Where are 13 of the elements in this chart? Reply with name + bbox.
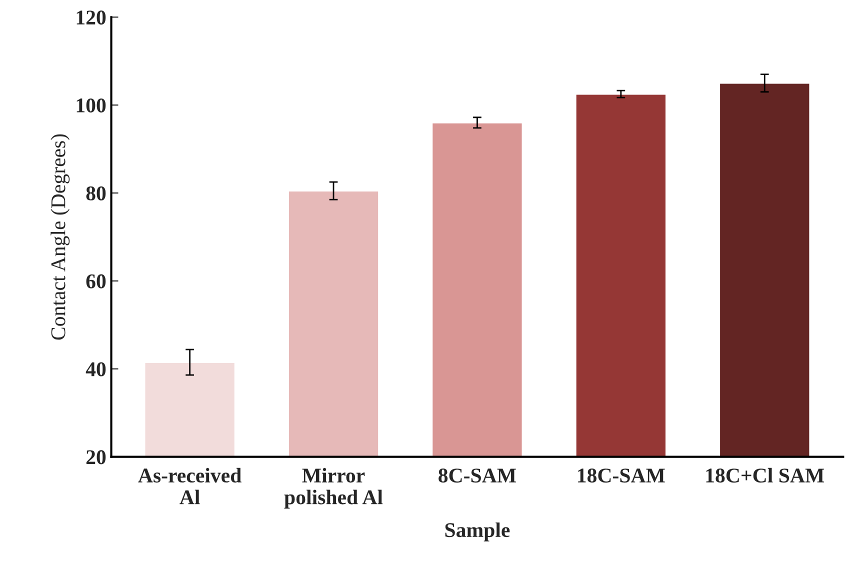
y-tick-label: 60 (86, 274, 106, 288)
y-axis-title: Contact Angle (Degrees) (50, 134, 70, 340)
x-tick-label: 8C-SAM (438, 468, 516, 483)
y-tick-label: 120 (76, 10, 106, 25)
x-tick-label: 18C+Cl SAM (706, 468, 824, 483)
x-tick-label: 18C-SAM (578, 468, 665, 483)
y-tick-label: 40 (86, 362, 106, 376)
x-axis-title: Sample (445, 522, 510, 542)
y-tick-label: 80 (86, 186, 106, 200)
y-tick-label: 20 (86, 450, 106, 464)
x-tick-label: Mirror polished Al (284, 468, 383, 509)
y-tick-label: 100 (76, 98, 106, 112)
x-tick-label: As-received Al (138, 468, 242, 504)
